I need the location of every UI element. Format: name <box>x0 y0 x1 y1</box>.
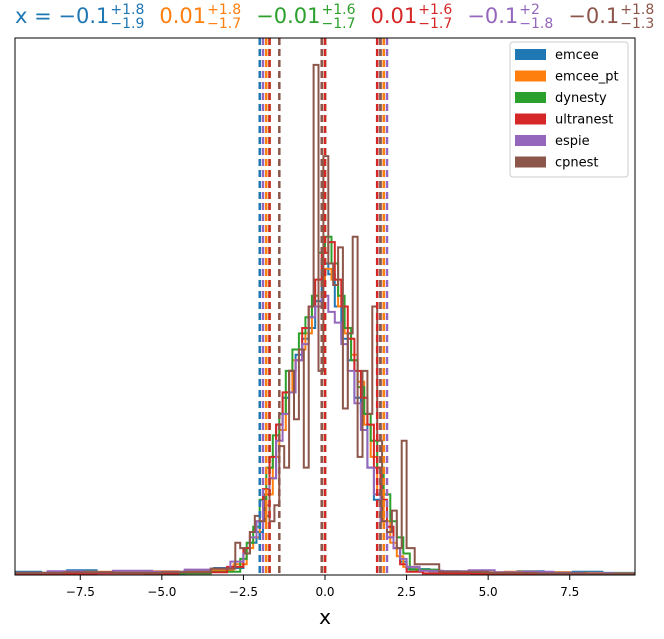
x-tick-label: 0.0 <box>315 585 334 599</box>
title-plus-ultranest: +1.6 <box>418 2 452 18</box>
x-tick-label: −5.0 <box>147 585 176 599</box>
title-minus-cpnest: −1.3 <box>620 16 654 32</box>
title-value-espie: −0.1 <box>467 4 518 28</box>
title-plus-espie: +2 <box>519 2 540 18</box>
title-value-ultranest: 0.01 <box>371 4 418 28</box>
title-value-cpnest: −0.1 <box>568 4 619 28</box>
title-plus-emcee_pt: +1.8 <box>207 2 241 18</box>
title-plus-cpnest: +1.8 <box>620 2 654 18</box>
x-tick-label: −7.5 <box>66 585 95 599</box>
legend-label-ultranest: ultranest <box>555 113 613 128</box>
title-plus-dynesty: +1.6 <box>322 2 356 18</box>
legend-label-emcee_pt: emcee_pt <box>555 70 619 85</box>
x-tick-label: 7.5 <box>560 585 579 599</box>
legend-swatch-emcee_pt <box>515 70 546 82</box>
legend-swatch-dynesty <box>515 92 546 103</box>
title-value-emcee: x = −0.1 <box>15 4 109 28</box>
title-minus-emcee_pt: −1.7 <box>207 16 241 32</box>
legend-swatch-espie <box>515 135 546 146</box>
legend-label-dynesty: dynesty <box>555 91 607 106</box>
legend-swatch-cpnest <box>515 156 546 168</box>
plot-area <box>15 38 635 575</box>
x-tick-label: −2.5 <box>229 585 258 599</box>
title-value-dynesty: −0.01 <box>256 4 320 28</box>
title-minus-espie: −1.8 <box>519 16 553 32</box>
legend-label-cpnest: cpnest <box>555 156 599 171</box>
chart-title: x = −0.1 +1.8−1.9 0.01 +1.8−1.7 −0.01 +1.6−1.… <box>15 2 654 32</box>
legend-swatch-emcee <box>515 49 546 60</box>
x-axis-label: x <box>319 605 331 629</box>
x-tick-label: 5.0 <box>479 585 498 599</box>
legend-label-emcee: emcee <box>555 48 599 63</box>
title-minus-dynesty: −1.7 <box>322 16 356 32</box>
title-value-emcee_pt: 0.01 <box>159 4 206 28</box>
histogram-cpnest <box>15 63 635 575</box>
title-minus-ultranest: −1.7 <box>418 16 452 32</box>
title-plus-emcee: +1.8 <box>110 2 144 18</box>
x-axis: −7.5 −5.0 −2.5 0.0 2.5 5.0 7.5 <box>66 575 579 599</box>
legend-label-espie: espie <box>555 134 590 149</box>
legend-swatch-ultranest <box>515 113 546 125</box>
title-minus-emcee: −1.9 <box>110 16 144 32</box>
x-tick-label: 2.5 <box>397 585 416 599</box>
